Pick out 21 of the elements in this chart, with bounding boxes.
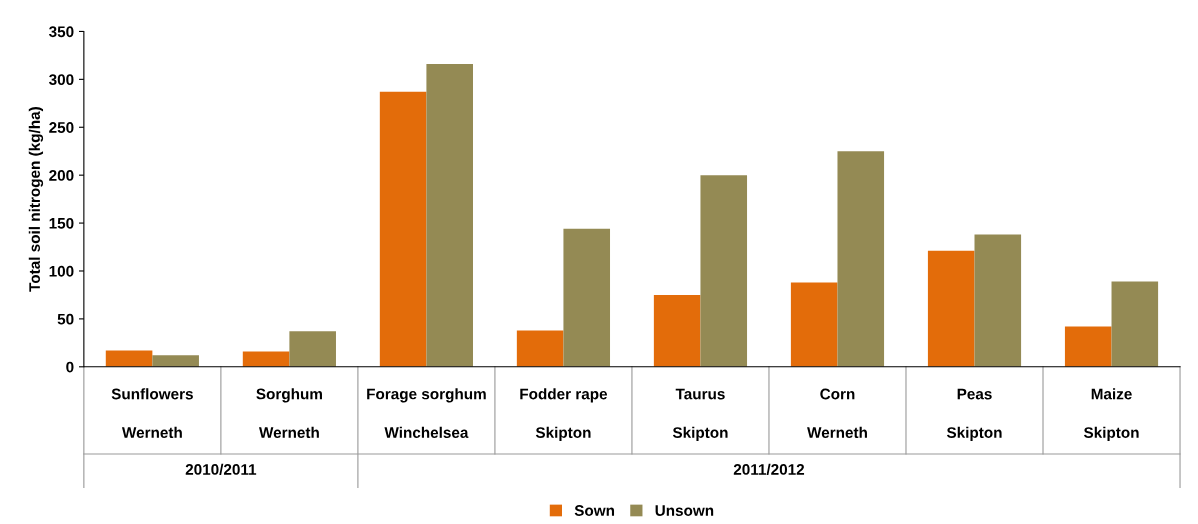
y-tick-label: 200 [49, 170, 74, 181]
y-tick-label: 350 [49, 26, 74, 38]
category-label: Corn Werneth [807, 388, 867, 438]
y-tick-label: 250 [49, 122, 74, 133]
category-label: Peas Skipton [946, 388, 1002, 441]
y-tick-label: 150 [49, 217, 74, 229]
y-axis-title: Total soil nitrogen (kg/ha) [28, 107, 44, 292]
category-label: Sunflowers Werneth [111, 388, 193, 438]
category-label: Forage sorghum Winchelsea [367, 388, 486, 438]
legend-label: Unsown [655, 505, 714, 516]
category-label: Sorghum Werneth [256, 388, 322, 438]
y-tick-label: 0 [66, 361, 74, 373]
category-label: Taurus Skipton [672, 388, 728, 441]
y-tick-label: 300 [49, 74, 74, 86]
text: 2011/2012 [733, 463, 805, 476]
category-label: Fodder rape Skipton [520, 388, 608, 441]
text: 2010/2011 [185, 463, 257, 476]
y-tick-label: 50 [57, 313, 74, 325]
y-tick-label: 100 [49, 265, 74, 277]
legend-label: Sown [574, 505, 615, 516]
category-label: Maize Skipton [1083, 388, 1139, 441]
